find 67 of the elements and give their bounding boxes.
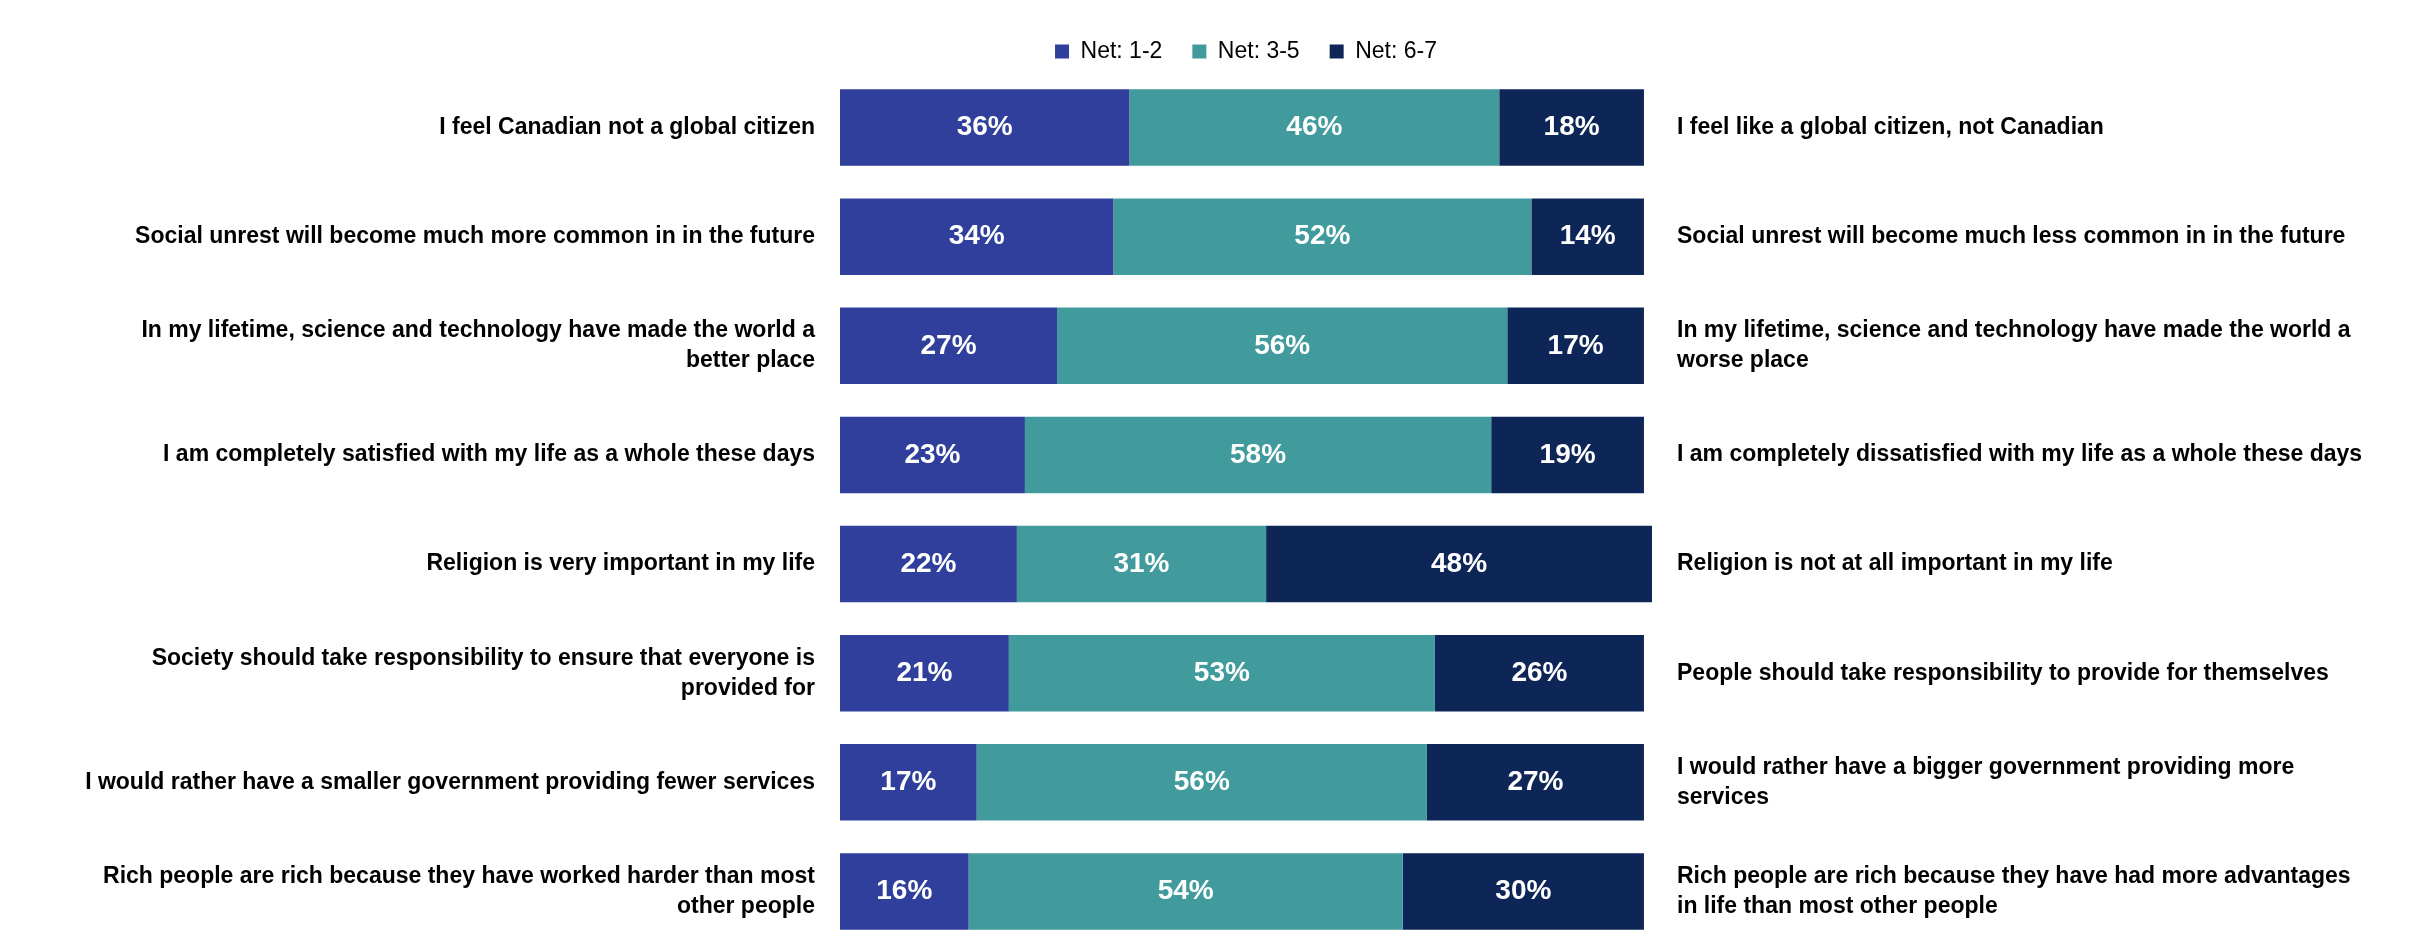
data-label: 18% <box>1543 110 1600 142</box>
y-tick-label: I would rather have a smaller government providing fewer services <box>85 767 815 794</box>
bar <box>840 853 969 930</box>
bar <box>840 307 1058 385</box>
data-label: 17% <box>880 765 937 797</box>
data-label: 34% <box>948 219 1005 251</box>
data-label: 23% <box>904 437 961 469</box>
y-tick-label: Rich people are rich because they have worked harder than most other people <box>103 861 816 918</box>
data-label: 31% <box>1113 546 1170 578</box>
y2-tick-label: I would rather have a bigger government providing more services <box>1677 752 2295 809</box>
y2-tick-label: Social unrest will become much less common in in the future <box>1677 222 2346 249</box>
y2-tick-label: I am completely dissatisfied with my life as a whole these days <box>1677 440 2363 467</box>
y2-tick-label: I feel like a global citizen, not Canadian <box>1677 112 2104 139</box>
bar <box>976 744 1427 821</box>
data-label: 16% <box>876 874 933 906</box>
bar <box>1113 198 1532 275</box>
y-tick-label: Social unrest will become much more common in in the future <box>135 222 815 249</box>
bar <box>840 416 1025 494</box>
y2-tick-label: People should take responsibility to provide for themselves <box>1677 658 2329 685</box>
y-tick-label: I feel Canadian not a global citizen <box>439 112 815 139</box>
y2-tick-label: In my lifetime, science and technology have made the world a worse place <box>1676 316 2351 373</box>
bar <box>840 198 1114 275</box>
y-tick-label: In my lifetime, science and technology have made the world a better place <box>141 316 816 373</box>
data-label: 48% <box>1431 546 1488 578</box>
y2-tick-label: Religion is not at all important in my life <box>1677 549 2113 576</box>
data-label: 26% <box>1511 655 1568 687</box>
bar <box>1057 307 1508 385</box>
data-label: 54% <box>1157 874 1214 906</box>
bar <box>840 634 1009 712</box>
data-label: 53% <box>1193 655 1250 687</box>
bar <box>1507 307 1644 385</box>
legend-label: Net: 3-5 <box>1217 36 1300 63</box>
bar <box>1491 416 1644 494</box>
data-label: 30% <box>1495 874 1552 906</box>
bar <box>1402 853 1644 930</box>
legend-label: Net: 1-2 <box>1080 36 1163 63</box>
bar <box>968 853 1403 930</box>
bar <box>1426 744 1644 821</box>
data-label: 27% <box>1507 765 1564 797</box>
data-label: 22% <box>900 546 957 578</box>
data-label: 17% <box>1547 328 1604 360</box>
legend-label: Net: 6-7 <box>1355 36 1437 63</box>
y-tick-label: I am completely satisfied with my life as a whole these days <box>163 440 815 467</box>
data-label: 56% <box>1173 765 1230 797</box>
bar <box>1499 89 1644 166</box>
bar <box>840 89 1130 166</box>
bar <box>1016 525 1267 603</box>
data-label: 56% <box>1254 328 1311 360</box>
bar <box>1434 634 1644 712</box>
data-label: 58% <box>1230 437 1287 469</box>
bar <box>1024 416 1492 494</box>
data-label: 21% <box>896 655 953 687</box>
y2-tick-label: Rich people are rich because they have had more advantages in life than most other people <box>1677 861 2351 918</box>
y-tick-label: Religion is very important in my life <box>426 549 815 576</box>
y-tick-label: Society should take responsibility to ensure that everyone is provided for <box>151 643 816 700</box>
data-label: 27% <box>920 328 977 360</box>
bar <box>1129 89 1500 166</box>
data-label: 36% <box>956 110 1013 142</box>
bar <box>840 744 977 821</box>
bar <box>1531 198 1644 275</box>
data-label: 52% <box>1294 219 1351 251</box>
bar <box>1266 525 1652 603</box>
data-label: 46% <box>1286 110 1343 142</box>
bar <box>1008 634 1435 712</box>
data-label: 14% <box>1559 219 1616 251</box>
data-label: 19% <box>1539 437 1596 469</box>
bar <box>840 525 1017 603</box>
